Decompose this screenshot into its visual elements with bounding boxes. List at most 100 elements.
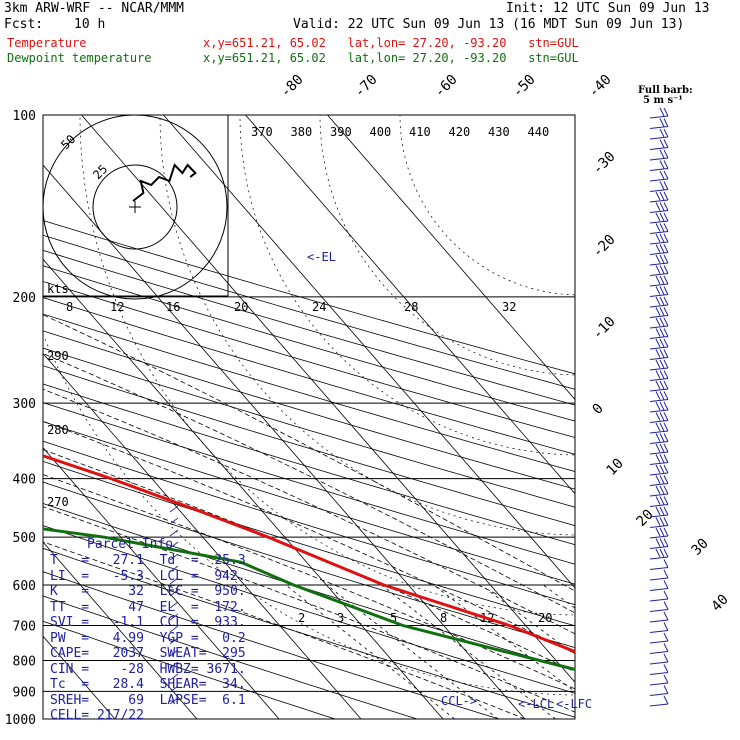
isotherm-tick-label: -20 (590, 232, 619, 261)
kts-label: kts (47, 282, 69, 296)
wind-barb (649, 538, 669, 549)
wind-barb (649, 590, 669, 602)
wind-barb (649, 202, 669, 213)
wind-barb (649, 643, 669, 654)
dry-adiabat-line (43, 460, 575, 627)
moist-adiabat-line (43, 353, 575, 614)
parcel-info-row: T = 27.1 Td = 25.3 (50, 553, 246, 568)
isotherm-tick-label: -30 (590, 149, 619, 178)
dry-adiabat-line (43, 220, 575, 375)
hodograph-ring (92, 164, 178, 250)
wind-barb (649, 380, 669, 392)
hodograph-ring-label: 25 (90, 162, 110, 182)
wind-barb (649, 611, 669, 623)
dry-adiabat-line (43, 421, 575, 585)
wind-speed-arc (239, 115, 575, 456)
parcel-info-rows: T = 27.1 Td = 25.3 LI = -5.3 LCL = 942. K … (44, 553, 246, 724)
wind-speed-label: 24 (312, 300, 326, 314)
isotherm-tick-label: -60 (432, 72, 461, 101)
isotherm-tick-label: -70 (352, 72, 381, 101)
moist-adiabat-line (43, 506, 575, 713)
isotherm-line (244, 115, 575, 495)
pressure-tick-label: 300 (13, 397, 36, 412)
pressure-tick-label: 100 (13, 109, 36, 124)
dry-adiabat-line (43, 265, 575, 422)
wind-barb (649, 685, 669, 696)
pressure-tick-label: 800 (13, 654, 36, 669)
isotherm-tick-label: -10 (590, 314, 619, 343)
theta-label: 270 (47, 495, 69, 509)
wind-speed-label: 28 (404, 300, 418, 314)
wind-barb (649, 160, 669, 171)
wind-barb (649, 559, 669, 570)
wind-barb (649, 139, 669, 150)
wind-barb (649, 212, 669, 224)
mixing-ratio-line (480, 584, 575, 656)
wind-barb (649, 632, 669, 644)
lower-wind-barb (169, 697, 179, 705)
forecast-hour: 10 h (74, 17, 106, 32)
lower-wind-barb (169, 649, 179, 657)
wind-barb (649, 338, 669, 350)
wind-barb (649, 496, 669, 507)
wind-barb (649, 401, 669, 413)
wind-barb (649, 412, 669, 423)
wind-barb (649, 118, 669, 129)
isotherm-line (43, 541, 198, 719)
wind-speed-label: 12 (110, 300, 124, 314)
dry-adiabat-line (43, 347, 575, 508)
wind-barb (649, 233, 669, 245)
init-time: Init: 12 UTC Sun 09 Jun 13 (506, 1, 710, 16)
wind-barb (649, 422, 669, 434)
isotherm-line (326, 115, 575, 401)
wind-barb (649, 433, 669, 444)
pressure-tick-label: 600 (13, 579, 36, 594)
lower-wind-barb (169, 517, 179, 525)
wind-barb (649, 128, 669, 140)
isotherm-line (43, 258, 444, 719)
moist-adiabat-line (43, 474, 575, 690)
moist-adiabat-line (43, 314, 575, 592)
temperature-station-info: x,y=651.21, 65.02 lat,lon= 27.20, -93.20… (203, 36, 579, 50)
lower-wind-barb (169, 529, 179, 537)
mixing-ratio-label: 3 (337, 611, 344, 625)
temperature-trace (43, 454, 575, 654)
parcel-info-title: Parcel Info (87, 537, 174, 552)
dry-adiabat-line (43, 297, 575, 455)
wind-barb (649, 391, 669, 402)
mixing-ratio-label: 5 (390, 611, 397, 625)
wind-barbs (169, 107, 669, 707)
wind-barb (649, 349, 669, 360)
lower-wind-barb (169, 637, 179, 645)
wind-speed-arc (399, 115, 575, 296)
hodograph-trace (132, 163, 197, 202)
lower-wind-barb (169, 577, 179, 585)
dry-adiabat-line (43, 571, 501, 719)
lower-wind-barb (169, 541, 179, 549)
theta-label: 280 (47, 423, 69, 437)
dewpoint-legend: Dewpoint temperature (7, 51, 152, 65)
dewpoint-station-info: x,y=651.21, 65.02 lat,lon= 27.20, -93.20… (203, 51, 579, 65)
wind-barb (649, 464, 669, 476)
lower-wind-barb (169, 601, 179, 609)
wind-barb (649, 527, 669, 539)
wind-barb (649, 506, 669, 518)
hodograph-ring-label: 50 (58, 132, 78, 152)
wind-barb (649, 695, 669, 707)
ccl-marker: CCL-> (441, 694, 478, 708)
theta-label: 370 (251, 125, 273, 139)
isotherm-line (43, 447, 280, 719)
wind-barb (649, 569, 669, 581)
parcel-info-row: CIN = -28 HWBZ= 3671. (50, 661, 246, 677)
isotherm-tick-label: 0 (590, 401, 607, 418)
lower-wind-barb (169, 673, 179, 681)
wind-barb (649, 580, 669, 591)
lower-wind-barb (169, 661, 179, 669)
wind-barb (649, 517, 669, 528)
theta-label: 390 (330, 125, 352, 139)
dry-adiabat-line (43, 525, 575, 694)
wind-barb (649, 265, 669, 276)
mixing-ratio-line (326, 584, 499, 719)
parcel-info-row: Tc = 28.4 SHEAR= 34. (50, 677, 246, 692)
